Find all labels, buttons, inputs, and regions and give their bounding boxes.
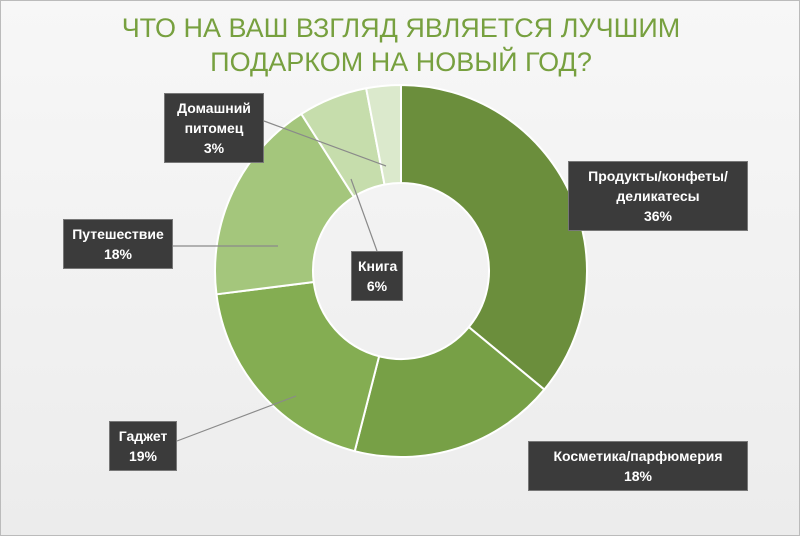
category-label: Косметика/парфюмерия xyxy=(553,448,723,464)
value-label: 6% xyxy=(366,278,388,294)
category-label: Путешествие xyxy=(72,226,164,242)
value-label: 36% xyxy=(643,208,673,224)
leader-line xyxy=(350,178,378,252)
chart-title: ЧТО НА ВАШ ВЗГЛЯД ЯВЛЯЕТСЯ ЛУЧШИМ ПОДАРК… xyxy=(121,13,681,77)
data-label: Домашний питомец 3% xyxy=(164,93,264,163)
data-label: Косметика/парфюмерия 18% xyxy=(528,441,748,491)
donut-slice xyxy=(353,325,546,458)
data-label: Продукты/конфеты/ деликатесы 36% xyxy=(568,161,748,231)
donut-slice xyxy=(364,83,402,186)
leader-line xyxy=(263,120,387,167)
donut-slice xyxy=(215,280,381,453)
value-label: 3% xyxy=(203,140,225,156)
value-label: 18% xyxy=(623,468,653,484)
category-label: Продукты/конфеты/ деликатесы xyxy=(588,168,728,204)
donut-slice xyxy=(400,83,588,391)
value-label: 19% xyxy=(128,448,158,464)
category-label: Гаджет xyxy=(118,428,168,444)
value-label: 18% xyxy=(103,246,133,262)
category-label: Книга xyxy=(358,258,398,274)
category-label: Домашний питомец xyxy=(177,100,251,136)
leader-line xyxy=(176,395,297,442)
donut-slice xyxy=(214,112,356,296)
data-label: Путешествие 18% xyxy=(63,219,173,269)
data-label: Гаджет 19% xyxy=(109,421,177,471)
data-label: Книга 6% xyxy=(351,251,403,301)
